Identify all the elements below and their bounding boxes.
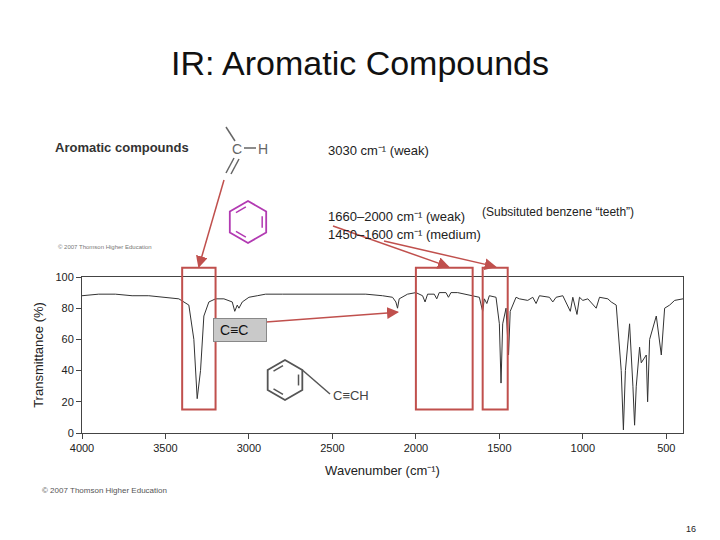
svg-text:1500: 1500 bbox=[487, 442, 511, 454]
svg-text:2500: 2500 bbox=[320, 442, 344, 454]
svg-text:4000: 4000 bbox=[70, 442, 94, 454]
svg-text:2000: 2000 bbox=[404, 442, 428, 454]
svg-text:C: C bbox=[232, 141, 242, 157]
svg-text:60: 60 bbox=[62, 333, 74, 345]
svg-text:3500: 3500 bbox=[153, 442, 177, 454]
html-text:16: 16 bbox=[686, 524, 696, 534]
html-text:(Subsituted benzene “teeth”): (Subsituted benzene “teeth”) bbox=[482, 205, 635, 219]
html-text:© 2007 Thomson Higher Educatio: © 2007 Thomson Higher Education bbox=[42, 486, 167, 495]
html-text:1450–1600 cm⁻¹ (medium): 1450–1600 cm⁻¹ (medium) bbox=[328, 227, 481, 242]
svg-text:H: H bbox=[258, 141, 268, 157]
svg-text:80: 80 bbox=[62, 302, 74, 314]
svg-text:Transmittance (%): Transmittance (%) bbox=[31, 302, 46, 408]
html-text:IR: Aromatic Compounds: IR: Aromatic Compounds bbox=[171, 44, 549, 82]
html-text:Aromatic compounds: Aromatic compounds bbox=[55, 140, 189, 155]
html-text:C≡C: C≡C bbox=[220, 322, 249, 338]
html-text:© 2007 Thomson Higher Educatio: © 2007 Thomson Higher Education bbox=[58, 244, 152, 250]
svg-text:C≡CH: C≡CH bbox=[333, 388, 369, 403]
svg-text:0: 0 bbox=[68, 427, 74, 439]
svg-text:3000: 3000 bbox=[237, 442, 261, 454]
svg-text:500: 500 bbox=[657, 442, 675, 454]
svg-text:Wavenumber (cm⁻¹): Wavenumber (cm⁻¹) bbox=[325, 463, 440, 478]
svg-text:40: 40 bbox=[62, 364, 74, 376]
html-text:3030 cm⁻¹ (weak): 3030 cm⁻¹ (weak) bbox=[328, 143, 429, 158]
html-text:1660–2000 cm⁻¹ (weak): 1660–2000 cm⁻¹ (weak) bbox=[328, 209, 465, 224]
svg-text:1000: 1000 bbox=[571, 442, 595, 454]
svg-text:20: 20 bbox=[62, 396, 74, 408]
svg-text:100: 100 bbox=[55, 271, 73, 283]
